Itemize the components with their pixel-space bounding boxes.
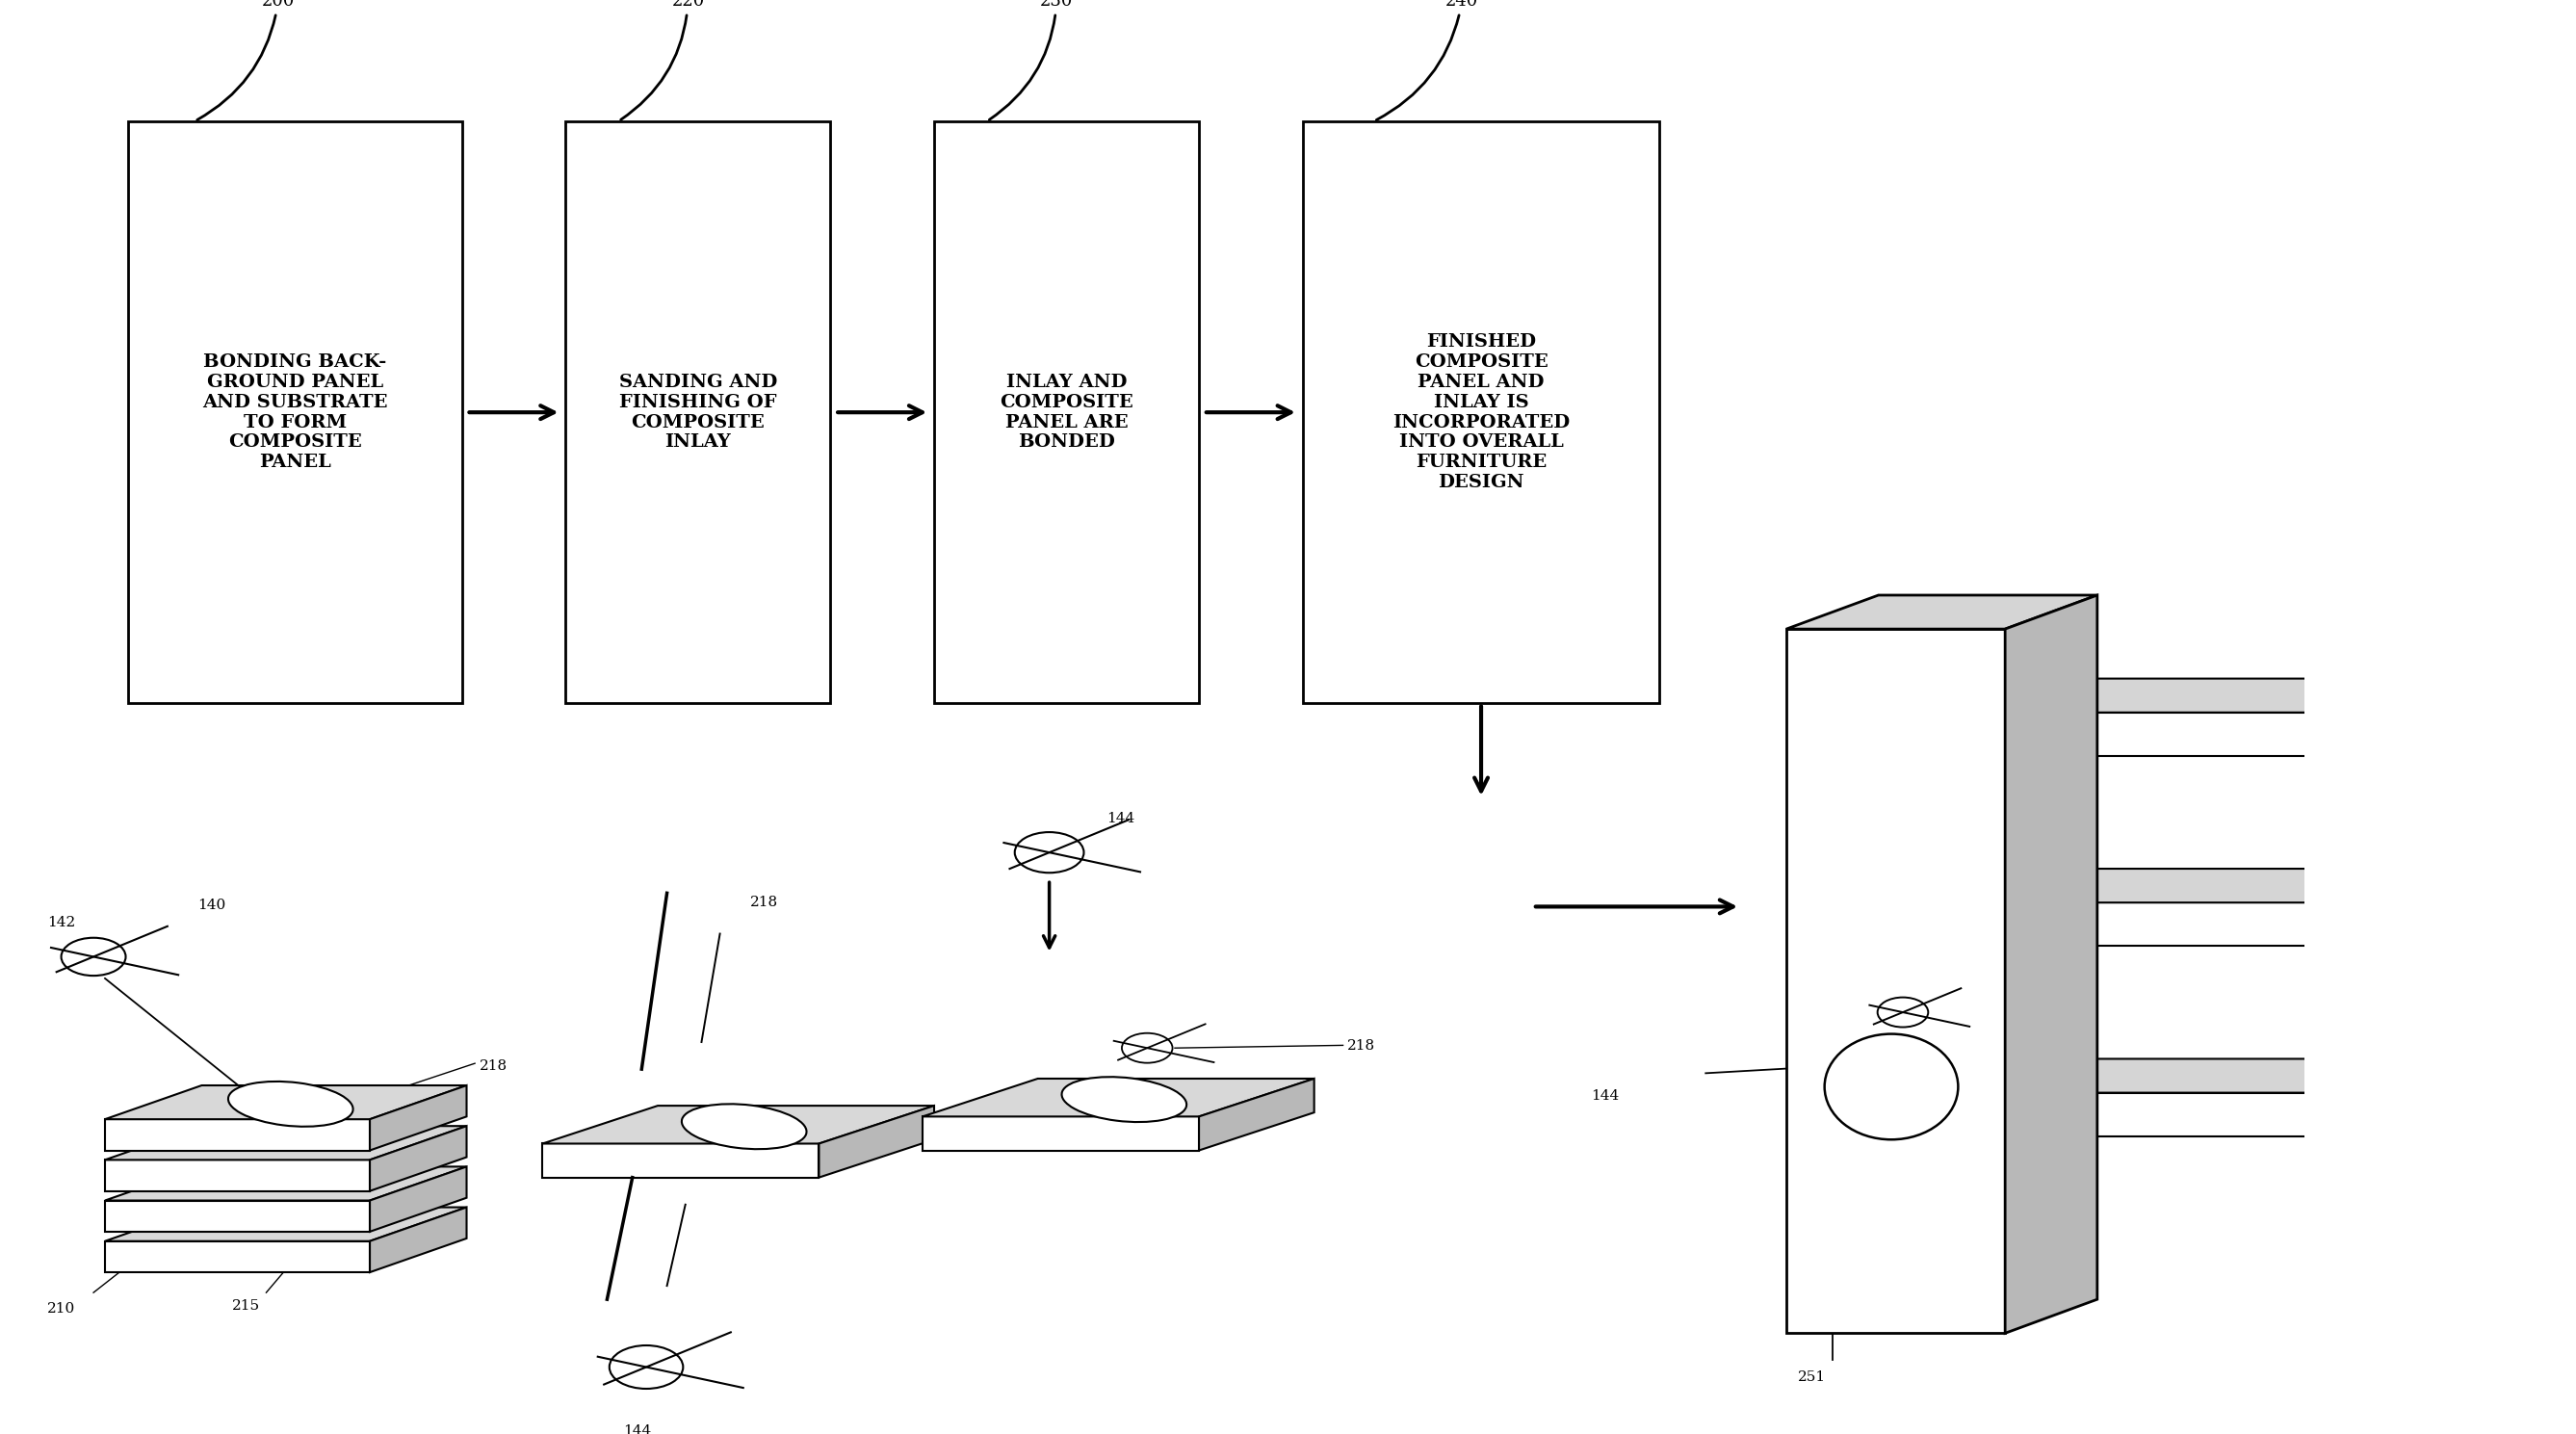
Text: 144: 144 xyxy=(1108,812,1136,826)
Polygon shape xyxy=(106,1086,466,1120)
Polygon shape xyxy=(2004,869,2501,902)
Polygon shape xyxy=(1785,630,2004,1334)
Polygon shape xyxy=(371,1086,466,1150)
Circle shape xyxy=(1121,1032,1172,1063)
Text: 218: 218 xyxy=(479,1060,507,1073)
Ellipse shape xyxy=(683,1104,806,1149)
Text: 144: 144 xyxy=(623,1424,652,1434)
Text: 218: 218 xyxy=(750,896,778,909)
Polygon shape xyxy=(819,1106,935,1177)
Text: 142: 142 xyxy=(46,916,75,929)
Polygon shape xyxy=(2409,678,2558,713)
Text: 240: 240 xyxy=(1376,0,1479,120)
Polygon shape xyxy=(2004,1058,2501,1093)
Polygon shape xyxy=(371,1126,466,1192)
Polygon shape xyxy=(922,1117,1198,1150)
Text: 200: 200 xyxy=(198,0,294,120)
Text: 144: 144 xyxy=(1589,1090,1618,1103)
Text: 218: 218 xyxy=(1347,1038,1376,1053)
FancyBboxPatch shape xyxy=(1303,122,1659,704)
Text: 220: 220 xyxy=(621,0,706,119)
Text: SANDING AND
FINISHING OF
COMPOSITE
INLAY: SANDING AND FINISHING OF COMPOSITE INLAY xyxy=(618,374,778,452)
Polygon shape xyxy=(2465,678,2558,1136)
Text: 230: 230 xyxy=(989,0,1074,119)
Polygon shape xyxy=(106,1207,466,1240)
Polygon shape xyxy=(2004,595,2097,1334)
Text: FINISHED
COMPOSITE
PANEL AND
INLAY IS
INCORPORATED
INTO OVERALL
FURNITURE
DESIGN: FINISHED COMPOSITE PANEL AND INLAY IS IN… xyxy=(1394,334,1569,490)
Text: 215: 215 xyxy=(232,1299,260,1314)
Polygon shape xyxy=(106,1126,466,1160)
Text: 140: 140 xyxy=(198,899,224,912)
Circle shape xyxy=(62,938,126,975)
Polygon shape xyxy=(371,1207,466,1272)
Polygon shape xyxy=(2409,713,2465,1136)
Polygon shape xyxy=(922,1078,1314,1117)
Polygon shape xyxy=(106,1240,371,1272)
Circle shape xyxy=(1015,832,1084,873)
Polygon shape xyxy=(544,1144,819,1177)
Polygon shape xyxy=(2004,902,2409,946)
Text: INLAY AND
COMPOSITE
PANEL ARE
BONDED: INLAY AND COMPOSITE PANEL ARE BONDED xyxy=(999,374,1133,452)
Polygon shape xyxy=(106,1120,371,1150)
Polygon shape xyxy=(2004,713,2409,756)
Polygon shape xyxy=(106,1160,371,1192)
Ellipse shape xyxy=(229,1081,353,1127)
Polygon shape xyxy=(106,1200,371,1232)
Polygon shape xyxy=(1198,1078,1314,1150)
Polygon shape xyxy=(1785,595,2097,630)
Text: 210: 210 xyxy=(46,1302,75,1316)
Text: 251: 251 xyxy=(1798,1369,1826,1384)
Polygon shape xyxy=(371,1167,466,1232)
FancyBboxPatch shape xyxy=(935,122,1198,704)
Circle shape xyxy=(611,1345,683,1388)
Polygon shape xyxy=(544,1106,935,1144)
Polygon shape xyxy=(106,1167,466,1200)
FancyBboxPatch shape xyxy=(567,122,829,704)
FancyBboxPatch shape xyxy=(129,122,461,704)
Polygon shape xyxy=(2004,678,2501,713)
Ellipse shape xyxy=(1824,1034,1958,1140)
Ellipse shape xyxy=(1061,1077,1188,1121)
Circle shape xyxy=(1878,998,1929,1027)
Polygon shape xyxy=(2004,1093,2409,1136)
Text: BONDING BACK-
GROUND PANEL
AND SUBSTRATE
TO FORM
COMPOSITE
PANEL: BONDING BACK- GROUND PANEL AND SUBSTRATE… xyxy=(204,354,386,472)
